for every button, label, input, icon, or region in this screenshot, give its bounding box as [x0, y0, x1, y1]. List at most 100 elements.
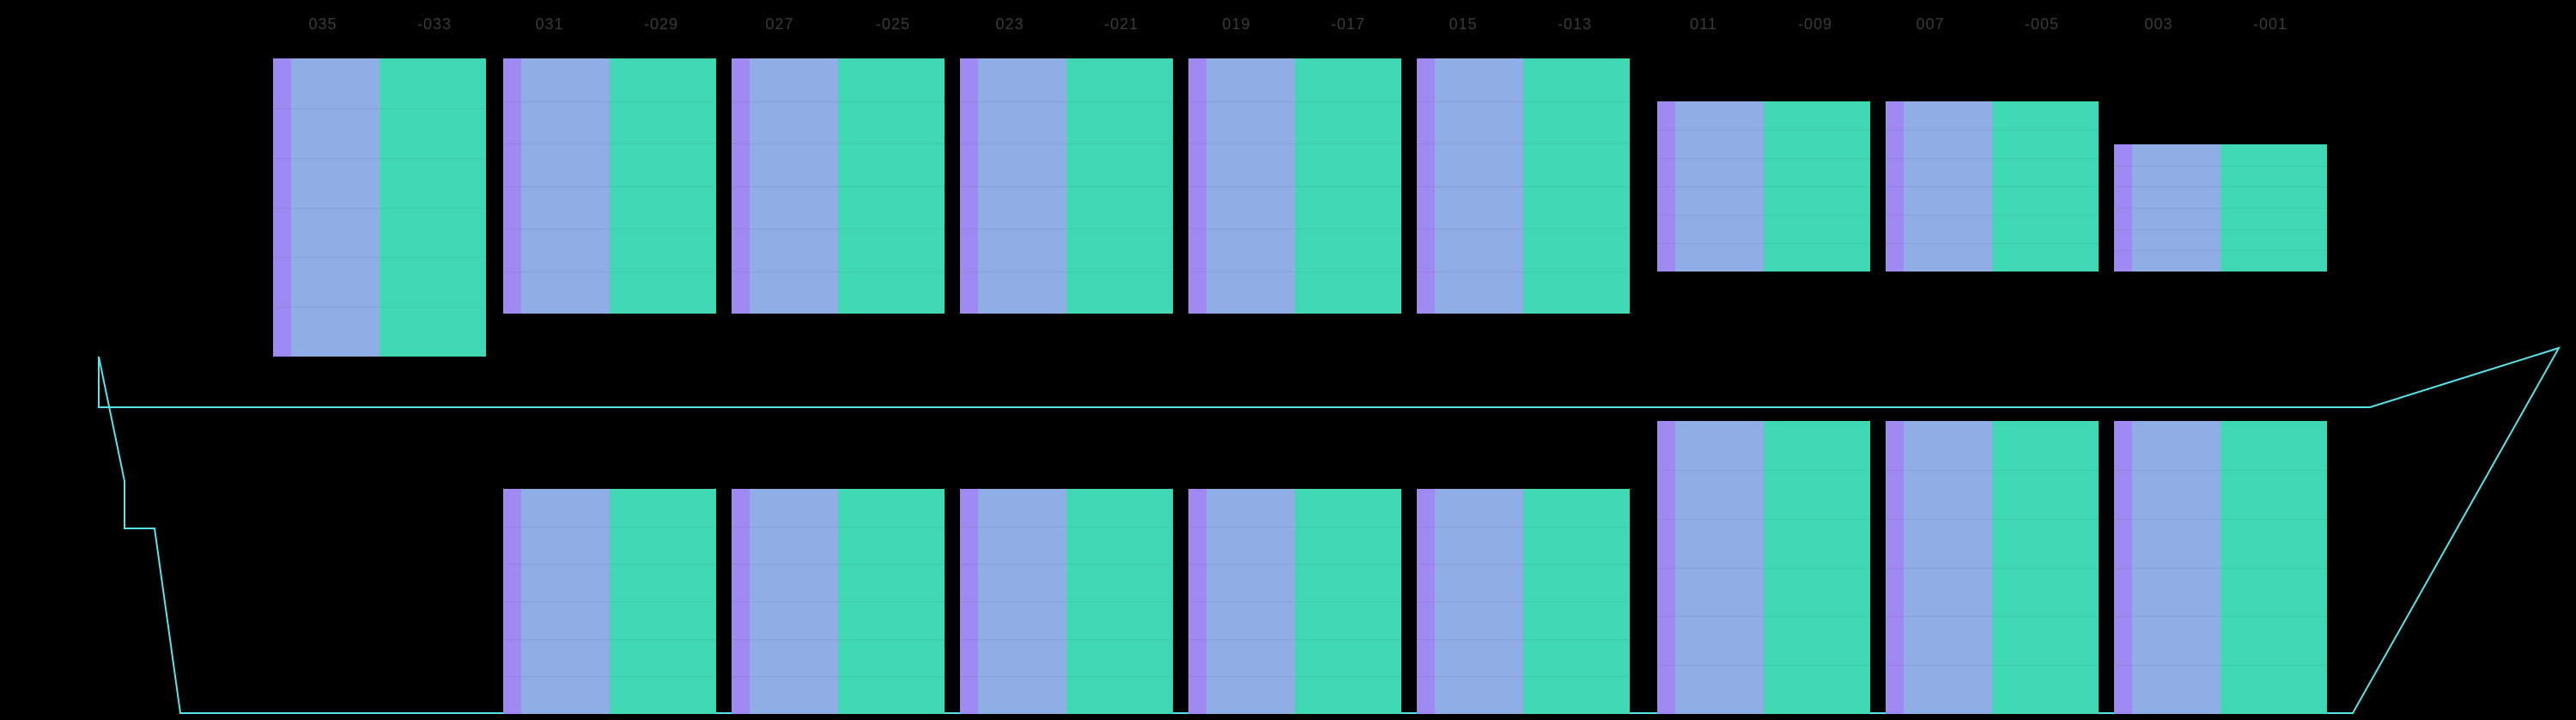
tier-divider [732, 101, 945, 102]
container-bay[interactable] [960, 58, 1173, 314]
bay-label: -021 [1104, 15, 1139, 34]
tier-divider [960, 101, 1173, 102]
tier-divider [732, 143, 945, 144]
container-bay[interactable] [960, 489, 1173, 714]
tier-divider [1886, 519, 2099, 520]
container-bay[interactable] [732, 58, 945, 314]
tier-divider [273, 307, 486, 308]
tier-divider [1657, 616, 1870, 617]
tier-divider [2114, 568, 2327, 569]
bay-label: -013 [1558, 15, 1592, 34]
bay-label: 023 [995, 15, 1024, 34]
tier-divider [1657, 519, 1870, 520]
bay-label: -017 [1331, 15, 1365, 34]
tier-divider [732, 186, 945, 187]
bay-label: -001 [2253, 15, 2287, 34]
tier-divider [1417, 527, 1630, 528]
bay-label: 003 [2144, 15, 2172, 34]
tier-divider [1657, 470, 1870, 471]
container-bay[interactable] [2114, 144, 2327, 272]
tier-divider [503, 186, 716, 187]
bay-label: 027 [765, 15, 793, 34]
tier-divider [1188, 143, 1401, 144]
tier-divider [1657, 186, 1870, 187]
container-bay[interactable] [732, 489, 945, 714]
tier-divider [960, 527, 1173, 528]
container-bay[interactable] [1417, 489, 1630, 714]
tier-divider [1657, 243, 1870, 244]
container-bay[interactable] [1417, 58, 1630, 314]
tier-divider [1417, 639, 1630, 640]
tier-divider [1188, 676, 1401, 677]
tier-divider [2114, 519, 2327, 520]
container-bay[interactable] [1886, 421, 2099, 714]
bay-label: -033 [417, 15, 452, 34]
tier-divider [1417, 601, 1630, 602]
tier-divider [1886, 243, 2099, 244]
tier-divider [2114, 616, 2327, 617]
bay-label: -029 [644, 15, 678, 34]
bay-label: 031 [535, 15, 563, 34]
tier-divider [732, 601, 945, 602]
tier-divider [1417, 101, 1630, 102]
bay-label: 035 [308, 15, 337, 34]
tier-divider [1886, 568, 2099, 569]
tier-divider [1886, 616, 2099, 617]
tier-divider [2114, 208, 2327, 209]
tier-divider [1657, 158, 1870, 159]
bay-label: -005 [2025, 15, 2059, 34]
tier-divider [1886, 130, 2099, 131]
container-bay[interactable] [1188, 58, 1401, 314]
container-bay[interactable] [503, 489, 716, 714]
tier-divider [503, 601, 716, 602]
tier-divider [273, 208, 486, 209]
bay-label: 019 [1222, 15, 1250, 34]
tier-divider [2114, 166, 2327, 167]
ship-bay-plan: 035 -033 031 -029 027 -025 023 -021 019 -017 015 -0… [0, 0, 2576, 720]
tier-divider [2114, 186, 2327, 187]
tier-divider [503, 676, 716, 677]
tier-divider [1417, 143, 1630, 144]
container-bay[interactable] [2114, 421, 2327, 714]
tier-divider [1886, 215, 2099, 216]
tier-divider [1188, 527, 1401, 528]
tier-divider [1188, 186, 1401, 187]
bay-label: 011 [1690, 15, 1717, 34]
tier-divider [960, 601, 1173, 602]
tier-divider [2114, 470, 2327, 471]
container-bay[interactable] [1188, 489, 1401, 714]
tier-divider [1188, 639, 1401, 640]
bay-label: 015 [1449, 15, 1477, 34]
container-bay[interactable] [1886, 101, 2099, 272]
tier-divider [273, 257, 486, 258]
tier-divider [960, 676, 1173, 677]
tier-divider [503, 101, 716, 102]
tier-divider [1657, 130, 1870, 131]
bay-label: -025 [876, 15, 910, 34]
tier-divider [503, 143, 716, 144]
tier-divider [1886, 186, 2099, 187]
tier-divider [1417, 186, 1630, 187]
tier-divider [1657, 215, 1870, 216]
tier-divider [1657, 568, 1870, 569]
bay-label: -009 [1798, 15, 1832, 34]
bay-label: 007 [1916, 15, 1944, 34]
container-bay[interactable] [1657, 101, 1870, 272]
tier-divider [2114, 665, 2327, 666]
tier-divider [1188, 101, 1401, 102]
tier-divider [1886, 158, 2099, 159]
tier-divider [2114, 250, 2327, 251]
tier-divider [2114, 229, 2327, 230]
tier-divider [1657, 665, 1870, 666]
tier-divider [732, 639, 945, 640]
container-bay[interactable] [273, 58, 486, 357]
tier-divider [960, 143, 1173, 144]
tier-divider [1417, 676, 1630, 677]
tier-divider [732, 527, 945, 528]
tier-divider [503, 639, 716, 640]
tier-divider [732, 676, 945, 677]
tier-divider [1886, 470, 2099, 471]
container-bay[interactable] [1657, 421, 1870, 714]
tier-divider [1188, 601, 1401, 602]
container-bay[interactable] [503, 58, 716, 314]
